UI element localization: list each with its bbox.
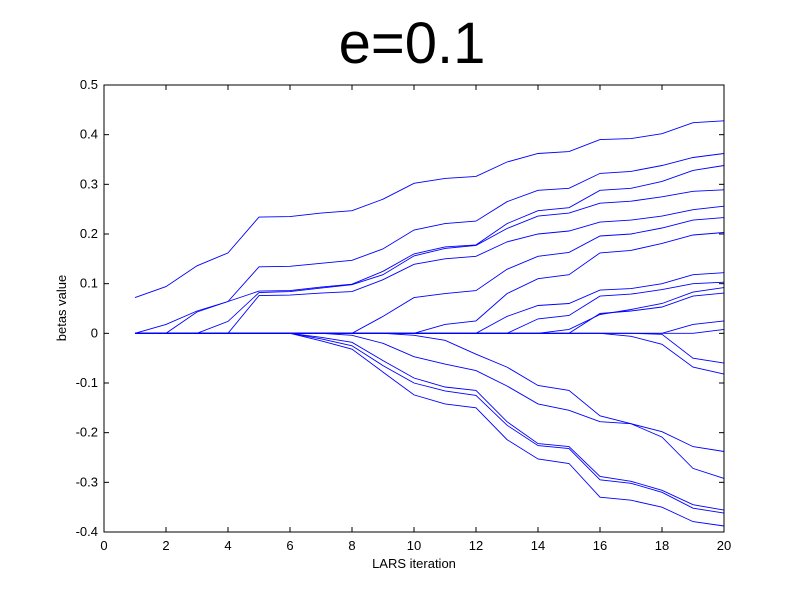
series-line-5 — [135, 205, 725, 334]
x-tick-label: 4 — [224, 538, 231, 553]
y-axis-label: betas value — [54, 275, 69, 342]
y-tick-label: -0.1 — [76, 375, 98, 390]
chart-title: e=0.1 — [339, 11, 486, 76]
y-axis: -0.4 -0.3 -0.2 -0.1 0 0.1 0.2 0.3 0.4 0.5 — [76, 77, 724, 539]
x-tick-label: 18 — [655, 538, 669, 553]
series-line-1 — [134, 120, 725, 299]
y-tick-label: 0.2 — [80, 226, 98, 241]
series-line-2 — [134, 153, 725, 334]
y-tick-label: -0.4 — [76, 524, 98, 539]
x-tick-label: 16 — [593, 538, 607, 553]
y-tick-label: 0.4 — [80, 127, 98, 142]
series-line-20 — [135, 332, 725, 375]
series-line-4 — [135, 189, 725, 334]
x-tick-label: 14 — [531, 538, 545, 553]
series-line-3 — [135, 165, 725, 334]
x-tick-label: 0 — [100, 538, 107, 553]
y-tick-label: 0.1 — [80, 276, 98, 291]
x-tick-label: 10 — [407, 538, 421, 553]
x-tick-label: 20 — [717, 538, 731, 553]
x-tick-label: 6 — [286, 538, 293, 553]
x-axis: 0 2 4 6 8 10 12 14 16 18 20 — [100, 85, 731, 553]
y-tick-label: 0 — [91, 325, 98, 340]
y-tick-label: -0.3 — [76, 474, 98, 489]
x-axis-label: LARS iteration — [372, 556, 456, 571]
y-tick-label: 0.5 — [80, 77, 98, 92]
y-tick-label: 0.3 — [80, 176, 98, 191]
x-tick-label: 8 — [348, 538, 355, 553]
x-tick-label: 12 — [469, 538, 483, 553]
plot-lines — [134, 120, 725, 527]
y-tick-label: -0.2 — [76, 425, 98, 440]
x-tick-label: 2 — [162, 538, 169, 553]
